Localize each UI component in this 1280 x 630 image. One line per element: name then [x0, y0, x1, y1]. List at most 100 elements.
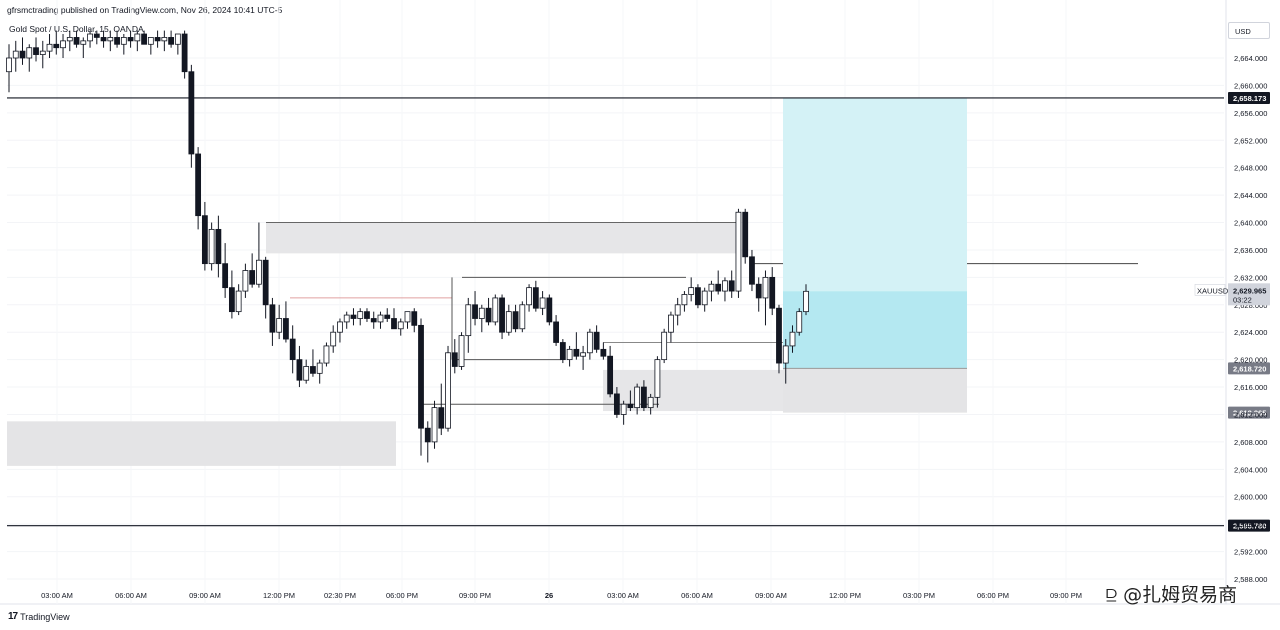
candle-body: [357, 311, 364, 319]
candle-body: [620, 403, 627, 415]
candle: [769, 267, 776, 316]
candle-body: [269, 304, 276, 333]
candle: [60, 34, 66, 58]
candle-body: [573, 348, 580, 357]
candle-body: [458, 335, 465, 367]
price-tick-label: 2,616.000: [1234, 383, 1267, 392]
tradingview-brand[interactable]: 17 TradingView: [8, 611, 70, 622]
price-axis[interactable]: 2,664.000 2,660.000 2,656.000 2,652.000 2,64…: [1194, 54, 1270, 584]
candle: [370, 311, 377, 329]
candle-body: [39, 50, 46, 55]
candle: [296, 345, 303, 388]
candle-body: [228, 287, 235, 313]
time-tick-label: 09:00 AM: [755, 591, 787, 600]
candle: [391, 308, 397, 330]
candle: [451, 339, 458, 374]
candle-body: [505, 311, 512, 333]
candle: [796, 308, 803, 336]
time-tick-label: 02:30 PM: [324, 591, 356, 600]
candle: [310, 349, 316, 377]
candle: [384, 308, 391, 322]
candle: [80, 37, 87, 58]
candle-body: [235, 290, 242, 313]
candle: [600, 342, 607, 360]
time-axis[interactable]: 03:00 AM 06:00 AM 09:00 AM 12:00 PM 02:30 PM…: [41, 591, 1082, 600]
candle: [438, 383, 445, 436]
time-tick-label: 12:00 PM: [829, 591, 861, 600]
candle: [100, 30, 107, 48]
candle: [695, 284, 701, 309]
candle: [681, 291, 688, 312]
time-tick-label: 03:00 AM: [607, 591, 639, 600]
candle: [208, 222, 215, 271]
candle-body: [33, 47, 39, 55]
horizontal-levels[interactable]: 2,658.173 2,595.780 2,618.720 2,612.265: [7, 91, 1270, 532]
candle: [330, 325, 337, 353]
candle-body: [769, 276, 776, 309]
candle: [715, 270, 722, 295]
candle: [708, 280, 715, 302]
price-tick-label: 2,660.000: [1234, 81, 1267, 90]
candle-body: [539, 297, 546, 309]
candle-body: [384, 314, 391, 319]
candle: [465, 297, 472, 353]
candle: [188, 64, 195, 168]
countdown-timer: 03:22: [1233, 295, 1252, 304]
candles: [6, 30, 809, 463]
symbol-tag-text: XAUUSD: [1197, 286, 1229, 295]
candle: [539, 291, 546, 316]
candle-body: [397, 321, 404, 330]
candle-body: [749, 256, 755, 285]
candle: [303, 359, 310, 384]
candle-body: [6, 57, 12, 73]
currency-button[interactable]: USD: [1228, 22, 1270, 39]
candle-body: [337, 321, 343, 333]
candle-body: [323, 345, 330, 364]
candle: [323, 342, 330, 367]
candle-body: [87, 33, 93, 42]
candle-body: [613, 393, 620, 415]
time-tick-label: 03:00 PM: [903, 591, 935, 600]
candle: [424, 421, 431, 463]
candle: [73, 30, 80, 48]
candle: [546, 294, 553, 326]
candle-body: [19, 50, 26, 59]
candle-body: [120, 37, 127, 45]
long-position-tool[interactable]: [783, 97, 967, 413]
candle: [195, 147, 202, 230]
tradingview-logo-icon: 17: [8, 611, 18, 622]
current-price-value: 2,629.965: [1233, 286, 1266, 295]
candle: [289, 325, 296, 374]
candle: [377, 311, 384, 329]
candle: [6, 44, 12, 93]
supply-zone-top: [266, 222, 741, 254]
candle: [505, 304, 512, 336]
candle: [161, 30, 168, 52]
brand-text: TradingView: [20, 611, 70, 622]
candle-body: [586, 331, 593, 354]
candle: [93, 30, 100, 45]
price-tick-label: 2,636.000: [1234, 246, 1267, 255]
candle-body: [431, 407, 438, 443]
candle-body: [46, 43, 53, 52]
demand-zone-left: [7, 421, 396, 466]
candle-body: [465, 304, 472, 337]
candle: [397, 318, 404, 336]
candle-body: [161, 37, 168, 42]
candle-body: [222, 263, 229, 289]
candle-body: [634, 386, 641, 409]
time-tick-label: 06:00 AM: [681, 591, 713, 600]
candle-body: [485, 307, 492, 323]
candle-body: [174, 33, 181, 45]
candle-body: [188, 71, 195, 155]
candle-body: [330, 331, 337, 347]
candle: [566, 345, 573, 367]
candle: [445, 345, 451, 432]
candle: [411, 308, 418, 333]
candle-body: [640, 386, 647, 409]
price-level-tag-text: 2,618.720: [1233, 364, 1266, 373]
candle-body: [755, 283, 762, 299]
price-level-tag: [1228, 362, 1270, 375]
candle: [593, 325, 600, 353]
